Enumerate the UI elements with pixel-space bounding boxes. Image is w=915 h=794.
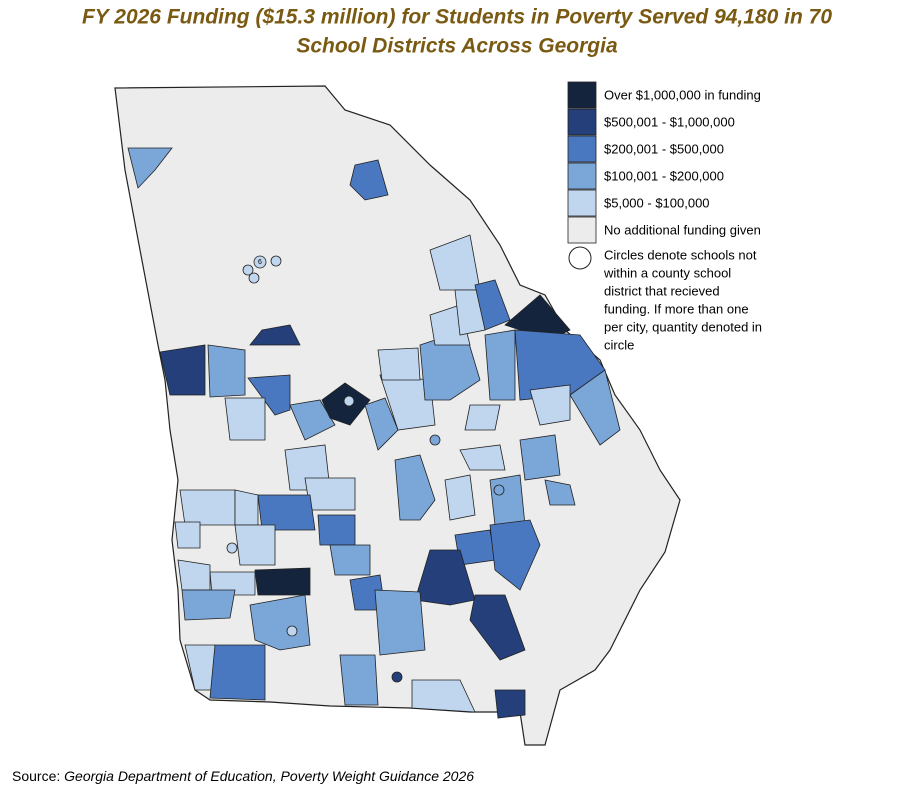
legend-swatch bbox=[567, 216, 597, 244]
county bbox=[494, 689, 526, 719]
source-prefix: Source: bbox=[12, 768, 60, 784]
county bbox=[484, 329, 516, 401]
county bbox=[254, 567, 311, 596]
county bbox=[159, 344, 206, 396]
note-line: Circles denote schools not bbox=[604, 247, 757, 262]
county bbox=[459, 444, 506, 471]
county bbox=[181, 589, 236, 621]
note-line: circle bbox=[604, 337, 634, 352]
legend-swatch bbox=[567, 108, 597, 136]
school-circle bbox=[429, 434, 441, 446]
school-circle bbox=[270, 255, 282, 267]
county bbox=[489, 519, 541, 591]
note-line: within a county school bbox=[603, 265, 731, 280]
county bbox=[174, 521, 201, 549]
county bbox=[249, 324, 301, 346]
county bbox=[469, 594, 526, 661]
county bbox=[247, 374, 291, 416]
county bbox=[529, 384, 571, 426]
county bbox=[474, 279, 511, 331]
legend-circle bbox=[568, 246, 592, 270]
county bbox=[209, 644, 266, 701]
county bbox=[127, 147, 173, 189]
county bbox=[289, 399, 336, 441]
school-circle bbox=[253, 255, 267, 269]
county bbox=[224, 397, 266, 441]
school-circle bbox=[493, 484, 505, 496]
county bbox=[234, 489, 259, 526]
legend-swatch bbox=[567, 135, 597, 163]
note-line: district that recieved bbox=[604, 283, 720, 298]
county bbox=[544, 479, 576, 506]
note-line: funding. If more than one bbox=[604, 301, 749, 316]
county bbox=[569, 369, 621, 446]
legend-label: Over $1,000,000 in funding bbox=[604, 87, 761, 102]
legend-label: $200,001 - $500,000 bbox=[604, 141, 724, 156]
note-line: per city, quantity denoted in bbox=[604, 319, 762, 334]
school-circle bbox=[226, 542, 238, 554]
school-circle bbox=[391, 671, 403, 683]
county bbox=[377, 347, 421, 381]
title-line: School Districts Across Georgia bbox=[296, 35, 618, 58]
school-circle bbox=[248, 272, 260, 284]
legend-swatch bbox=[567, 189, 597, 217]
county bbox=[304, 477, 356, 511]
legend-label: No additional funding given bbox=[604, 222, 761, 237]
school-circle bbox=[343, 395, 355, 407]
county bbox=[339, 654, 379, 706]
county bbox=[394, 454, 436, 521]
county bbox=[257, 494, 316, 531]
county bbox=[249, 594, 311, 651]
legend-note: Circles denote schools not within a count… bbox=[603, 247, 762, 352]
county bbox=[207, 344, 246, 398]
county bbox=[179, 489, 236, 526]
county bbox=[177, 559, 211, 591]
source-text: Georgia Department of Education, Poverty… bbox=[64, 768, 474, 784]
legend-label: $500,001 - $1,000,000 bbox=[604, 114, 735, 129]
county bbox=[209, 571, 256, 596]
title-line: FY 2026 Funding ($15.3 million) for Stud… bbox=[82, 6, 832, 29]
circle-count: 6 bbox=[258, 259, 262, 266]
county bbox=[349, 159, 389, 201]
county bbox=[329, 544, 371, 576]
county bbox=[317, 514, 356, 546]
legend-label: $5,000 - $100,000 bbox=[604, 195, 710, 210]
legend-swatch bbox=[567, 162, 597, 190]
school-circle bbox=[242, 264, 254, 276]
county bbox=[374, 589, 426, 656]
county bbox=[411, 679, 476, 713]
county-layer: 6 bbox=[127, 147, 621, 719]
legend-swatch bbox=[567, 81, 597, 109]
school-circle bbox=[286, 625, 298, 637]
county bbox=[464, 404, 501, 431]
legend: Over $1,000,000 in funding $500,001 - $1,… bbox=[567, 81, 761, 244]
county bbox=[489, 474, 526, 526]
legend-label: $100,001 - $200,000 bbox=[604, 168, 724, 183]
county bbox=[444, 474, 476, 521]
source: Source: Georgia Department of Education,… bbox=[12, 768, 474, 784]
county bbox=[234, 524, 276, 566]
county bbox=[519, 434, 561, 481]
